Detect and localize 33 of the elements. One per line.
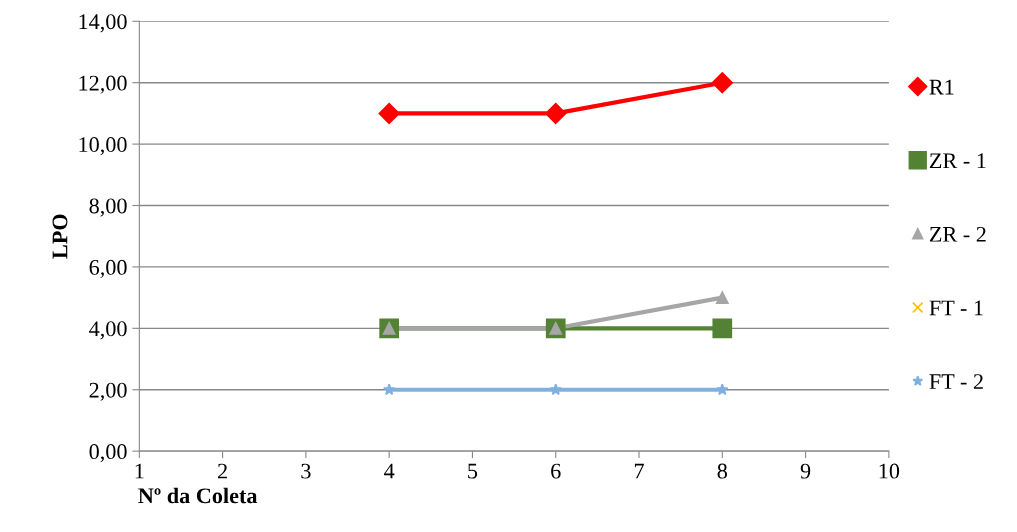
y-tick-label: 6,00 (89, 259, 127, 279)
point (549, 383, 562, 396)
legend-label: FT - 2 (929, 374, 983, 389)
point (545, 102, 567, 125)
x-tick-label: 10 (879, 463, 900, 479)
y-axis-title: LPO (52, 214, 68, 259)
x-axis-title: Nº da Coleta (138, 487, 258, 504)
y-tick-label: 12,00 (79, 75, 127, 94)
y-tick-label: 2,00 (89, 382, 127, 401)
x-tick-label: 5 (468, 463, 478, 479)
point (711, 72, 733, 94)
x-tick-label: 4 (384, 463, 395, 479)
legend-label: R1 (929, 79, 954, 95)
x-tick-label: 9 (800, 463, 811, 479)
point (383, 383, 396, 396)
x-tick-label: 1 (135, 463, 144, 479)
point (712, 318, 733, 339)
point (715, 291, 729, 305)
y-tick-label: 0,00 (89, 444, 127, 463)
y-tick-label: 4,00 (89, 321, 127, 340)
y-tick-label: 8,00 (89, 198, 127, 217)
point (378, 102, 400, 125)
legend-label: ZR - 1 (929, 153, 986, 168)
point (716, 383, 729, 396)
legend-label: FT - 1 (929, 300, 983, 316)
x-tick-label: 6 (551, 463, 561, 479)
legend-label: ZR - 2 (929, 226, 986, 242)
x-tick-label: 8 (717, 463, 727, 479)
y-tick-label: 14,00 (79, 14, 127, 33)
x-tick-label: 3 (301, 463, 311, 479)
x-tick-label: 7 (634, 463, 644, 479)
x-tick-label: 2 (218, 463, 227, 479)
y-tick-label: 10,00 (79, 137, 127, 156)
